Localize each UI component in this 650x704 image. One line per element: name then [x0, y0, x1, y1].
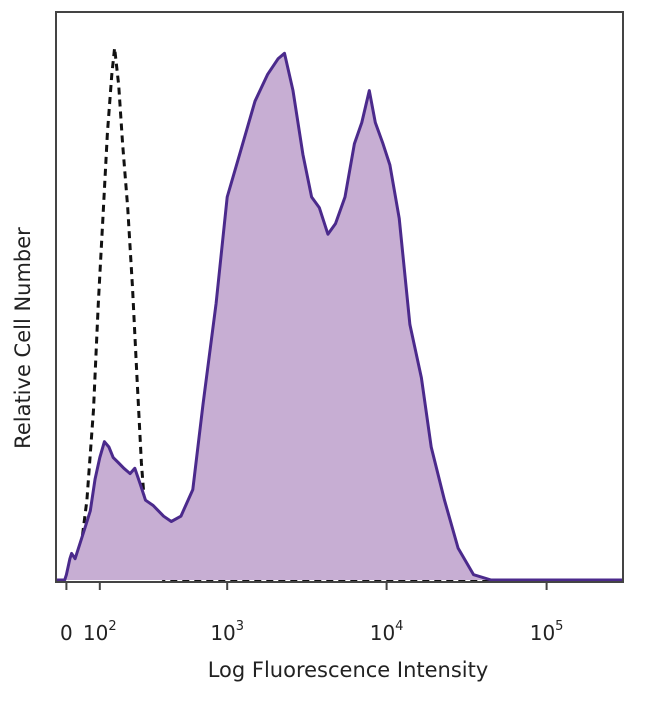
x-tick-label: 104: [370, 619, 404, 645]
plot-frame: [55, 11, 624, 583]
x-tick-label: 0: [60, 621, 73, 645]
stained-histogram-line: [56, 51, 623, 582]
stained-histogram-fill: [56, 53, 623, 581]
x-axis-label: Log Fluorescence Intensity: [208, 658, 489, 682]
x-axis-ticks: 0 102 103 104 105: [60, 582, 563, 645]
y-axis-label: Relative Cell Number: [11, 227, 35, 449]
x-tick-label: 103: [210, 619, 244, 645]
x-tick-label: 105: [530, 619, 564, 645]
plot-layer: [56, 47, 623, 582]
x-tick-label: 102: [83, 619, 117, 645]
